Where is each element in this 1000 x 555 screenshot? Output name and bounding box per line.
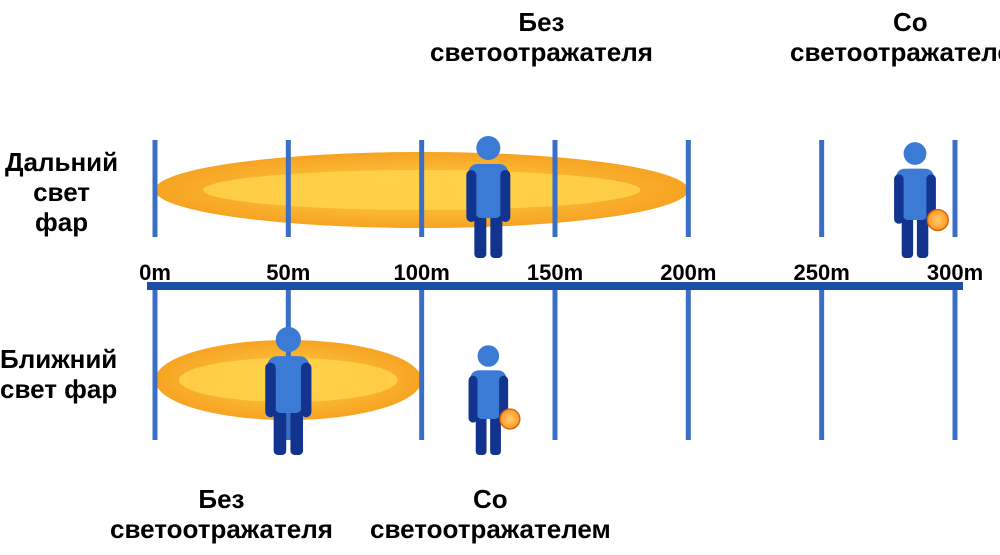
axis-tick-label: 0m <box>139 260 171 286</box>
axis-tick-label: 150m <box>527 260 583 286</box>
axis-tick-label: 300m <box>927 260 983 286</box>
axis-tick-label: 250m <box>794 260 850 286</box>
bottom-label-no-reflector: Без светоотражателя <box>110 485 333 545</box>
axis-tick-label: 100m <box>394 260 450 286</box>
reflector-icon <box>500 409 520 429</box>
axis-tick-label: 50m <box>266 260 310 286</box>
bottom-label-with-reflector: Со светоотражателем <box>370 485 611 545</box>
person-icon-high-with-reflector <box>894 142 948 258</box>
axis-tick-label: 200m <box>660 260 716 286</box>
row-label-low-beam: Ближний свет фар <box>0 345 117 405</box>
top-label-with-reflector: Со светоотражателем <box>790 8 1000 68</box>
reflector-icon <box>927 210 948 231</box>
row-label-high-beam: Дальний свет фар <box>5 148 118 238</box>
person-icon-low-with-reflector <box>469 345 520 455</box>
top-label-no-reflector: Без светоотражателя <box>430 8 653 68</box>
